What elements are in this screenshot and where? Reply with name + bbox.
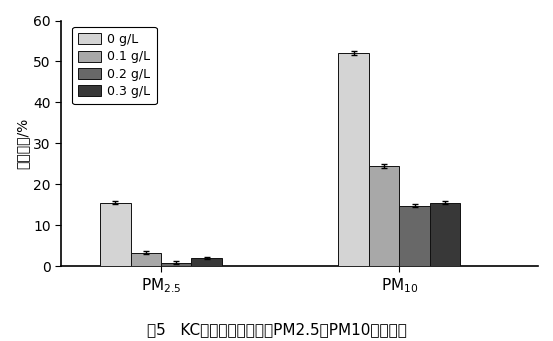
Legend: 0 g/L, 0.1 g/L, 0.2 g/L, 0.3 g/L: 0 g/L, 0.1 g/L, 0.2 g/L, 0.3 g/L <box>72 27 156 104</box>
Text: 图5   KC的含量对飞灰中的PM2.5、PM10含量影响: 图5 KC的含量对飞灰中的PM2.5、PM10含量影响 <box>147 323 406 338</box>
Bar <box>161 263 191 266</box>
Bar <box>131 253 161 266</box>
Bar <box>100 203 131 266</box>
Bar <box>191 258 222 266</box>
Y-axis label: 体积分数/%: 体积分数/% <box>15 118 29 169</box>
Bar <box>369 166 399 266</box>
Bar <box>430 203 461 266</box>
Bar <box>338 53 369 266</box>
Bar <box>399 206 430 266</box>
